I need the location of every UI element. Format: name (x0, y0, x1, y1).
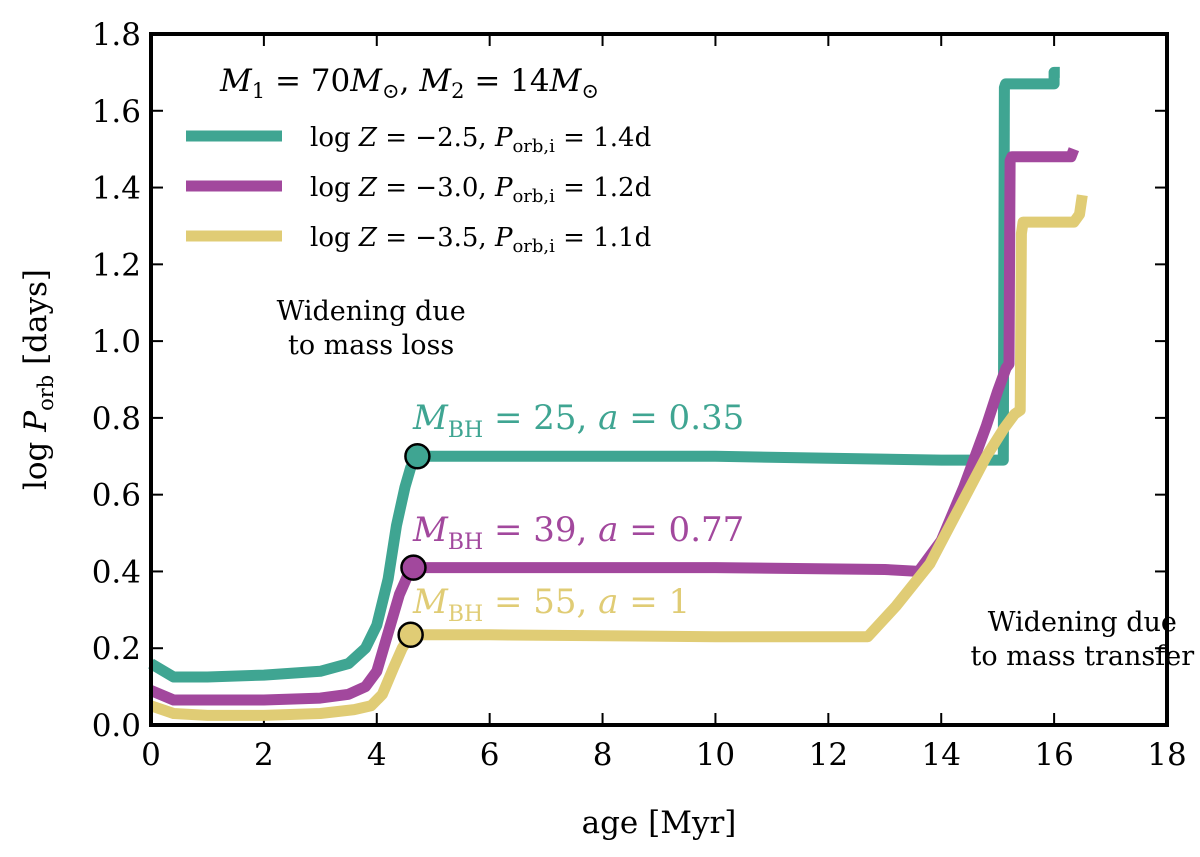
y-tick-label: 1.6 (92, 94, 141, 130)
annotation-line: to mass transfer (970, 641, 1194, 672)
x-tick-label: 4 (367, 737, 387, 773)
series-line-2 (149, 194, 1088, 721)
bh-formation-marker-1 (400, 554, 427, 581)
x-axis-label: age [Myr] (582, 805, 737, 841)
y-tick-label: 0.4 (92, 554, 141, 590)
bh-formation-marker-2 (397, 621, 424, 649)
annotation-line: Widening due (277, 296, 466, 327)
y-tick-label: 1.2 (92, 247, 141, 283)
bh-label-2: MBH = 55, a = 1 (412, 582, 690, 627)
x-tick-label: 18 (1147, 737, 1186, 773)
bh-label-0: MBH = 25, a = 0.35 (412, 398, 744, 443)
bh-label-1: MBH = 39, a = 0.77 (412, 510, 744, 555)
series-layer (148, 66, 1088, 721)
legend-label-0: log Z = −2.5, Porb,i = 1.4d (310, 123, 651, 157)
axis-ticks: 0 2 4 6 8 10 12 14 16 18 0.0 0.2 0.4 0.6 0.8 1.0 1.2 1.4 1… (92, 17, 1187, 773)
x-tick-label: 8 (593, 737, 613, 773)
legend-title: M1 = 70M⊙, M2 = 14M⊙ (219, 63, 599, 103)
y-tick-label: 1.0 (92, 324, 141, 360)
annotation-line: to mass loss (288, 330, 454, 361)
y-tick-label: 1.4 (92, 171, 141, 207)
y-tick-label: 0.6 (92, 478, 141, 514)
y-tick-label: 1.8 (92, 17, 141, 53)
x-tick-label: 16 (1034, 737, 1073, 773)
series-line-0 (148, 66, 1060, 683)
series-line-1 (148, 147, 1080, 706)
bh-markers (397, 443, 431, 649)
x-tick-label: 2 (254, 737, 274, 773)
plot-frame (149, 32, 1169, 727)
x-tick-label: 0 (141, 737, 161, 773)
legend-label-1: log Z = −3.0, Porb,i = 1.2d (310, 173, 651, 207)
labels-layer: age [Myr] log Porb [days] MBH = 25, a = 0.… (18, 63, 1194, 841)
annotation-line: Widening due (988, 607, 1177, 638)
y-tick-label: 0.2 (92, 631, 141, 667)
bh-formation-marker-0 (404, 443, 431, 470)
y-tick-label: 0.8 (92, 401, 141, 437)
legend-label-2: log Z = −3.5, Porb,i = 1.1d (310, 223, 651, 257)
y-tick-label: 0.0 (92, 708, 141, 744)
x-tick-label: 14 (921, 737, 960, 773)
legend: M1 = 70M⊙, M2 = 14M⊙ log Z = −2.5, Porb,i… (186, 63, 651, 257)
y-axis-label: log Porb [days] (18, 269, 58, 490)
x-tick-label: 10 (696, 737, 735, 773)
x-tick-label: 12 (809, 737, 848, 773)
x-tick-label: 6 (480, 737, 500, 773)
